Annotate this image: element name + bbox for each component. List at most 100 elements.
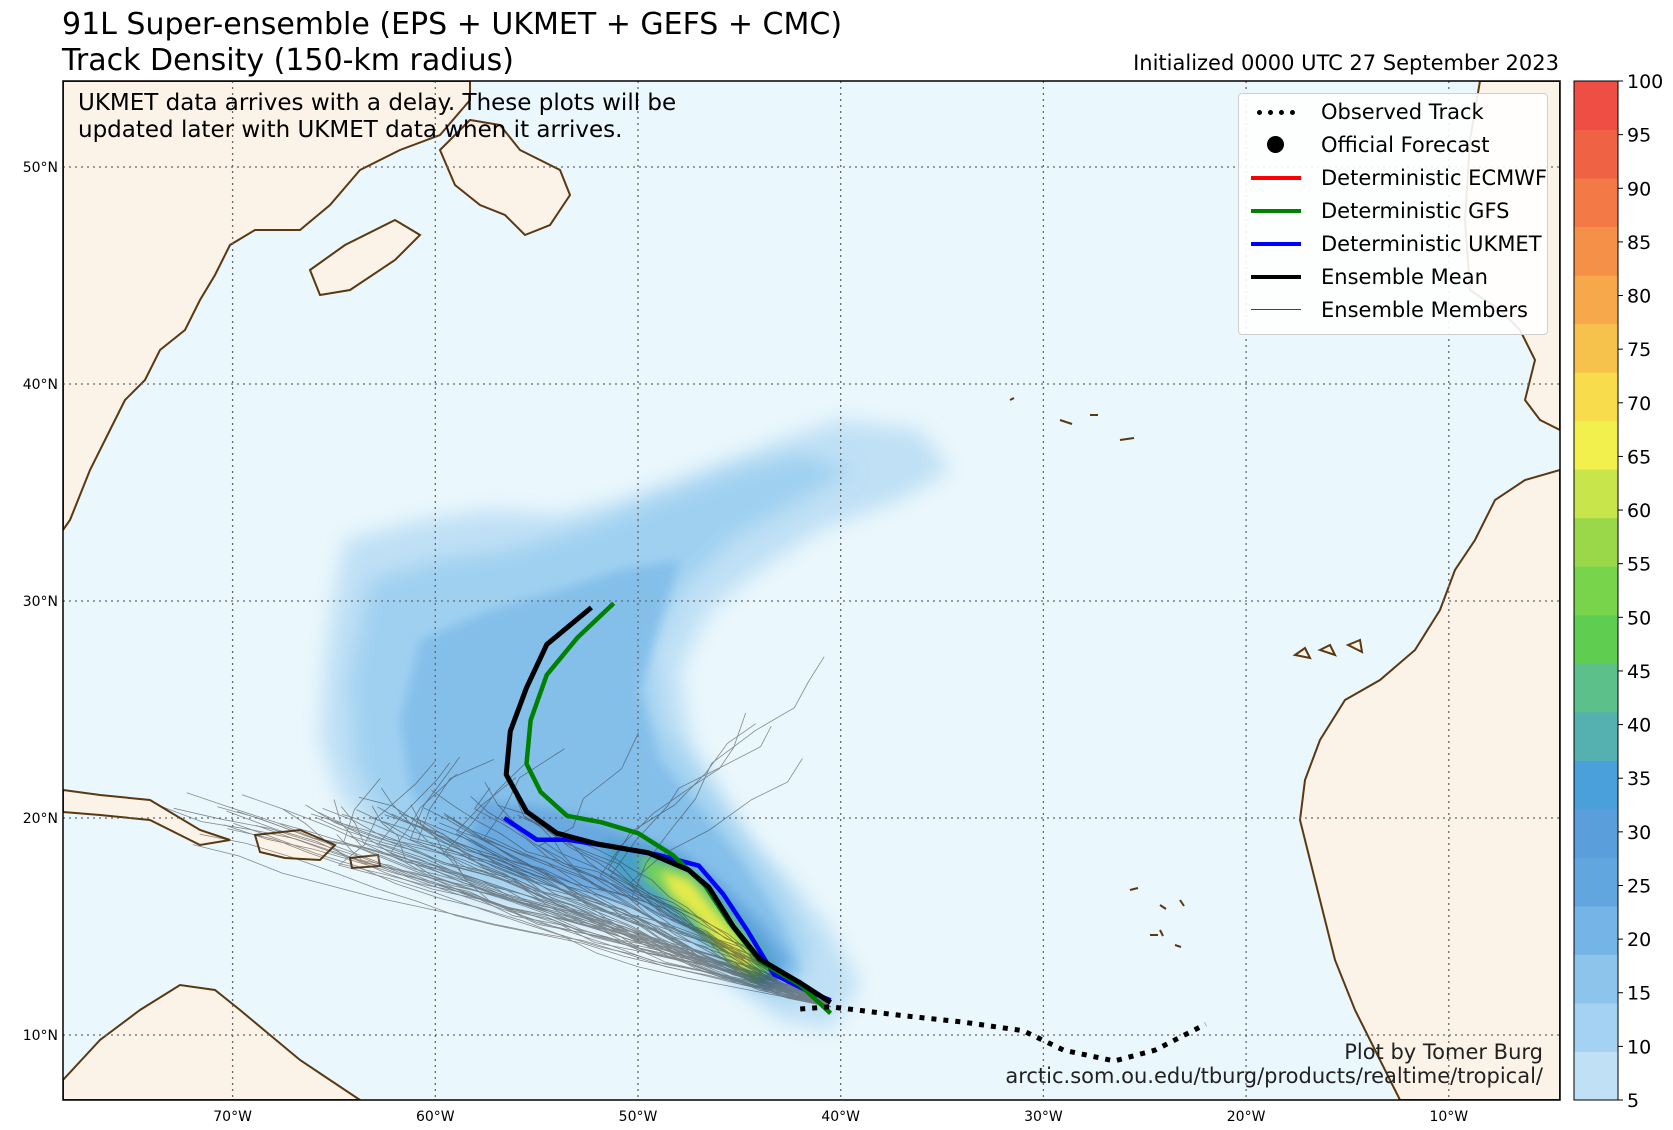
legend-official-forecast: Official Forecast <box>1247 131 1489 159</box>
lon-label: 50°W <box>619 1109 658 1125</box>
ensemble-member-track <box>371 817 831 1008</box>
colorbar-segment <box>1574 129 1618 179</box>
land-nova-scotia <box>308 218 422 297</box>
colorbar-segment <box>1574 275 1618 325</box>
ensemble-member-track <box>343 778 831 1008</box>
colorbar-segment <box>1574 711 1618 761</box>
ensemble-member-track <box>217 806 831 1008</box>
colorbar-segment <box>1574 372 1618 422</box>
title-line-1: 91L Super-ensemble (EPS + UKMET + GEFS +… <box>62 7 843 42</box>
colorbar-segment <box>1574 905 1618 955</box>
ensemble-member-track <box>371 805 831 1008</box>
land-cape-verde <box>1129 887 1185 948</box>
ensemble-member-track <box>356 809 831 1008</box>
colorbar-label: 10 <box>1627 1036 1651 1058</box>
ensemble-member-track <box>439 822 831 1008</box>
colorbar-label: 65 <box>1627 446 1651 468</box>
ensemble-member-track <box>199 833 831 1008</box>
colorbar-label: 75 <box>1627 339 1651 361</box>
land-layer <box>63 81 1560 1100</box>
colorbar-label: 80 <box>1627 286 1651 308</box>
legend-symbol-black-line <box>1247 263 1303 291</box>
lat-label: 40°N <box>23 377 58 393</box>
colorbar-segment <box>1574 1051 1618 1101</box>
ensemble-member-track <box>423 807 831 1008</box>
ensemble-member-track <box>358 796 831 1008</box>
legend-symbol-blue-line <box>1247 230 1303 258</box>
lon-label: 20°W <box>1227 1109 1266 1125</box>
legend: Observed Track Official Forecast Determi… <box>1238 93 1548 335</box>
lon-label: 60°W <box>416 1109 455 1125</box>
land-south-america <box>63 983 362 1100</box>
legend-symbol-green-line <box>1247 197 1303 225</box>
density-level-60 <box>660 870 755 970</box>
ensemble-member-track <box>186 792 831 1008</box>
colorbar-label: 40 <box>1627 715 1651 737</box>
track-ensemble-mean <box>503 605 832 1005</box>
notice-line-2: updated later with UKMET data when it ar… <box>78 117 623 143</box>
ensemble-member-track <box>380 787 831 1008</box>
colorbar-segment <box>1574 323 1618 373</box>
colorbar-label: 20 <box>1627 929 1651 951</box>
colorbar-label: 95 <box>1627 125 1651 147</box>
colorbar-label: 90 <box>1627 178 1651 200</box>
legend-deterministic-ukmet: Deterministic UKMET <box>1247 230 1542 258</box>
longitude-labels: 70°W 60°W 50°W 40°W 30°W 20°W 10°W <box>213 1109 1468 1125</box>
colorbar-label: 35 <box>1627 768 1651 790</box>
colorbar-segment <box>1574 178 1618 228</box>
lat-label: 30°N <box>23 594 58 610</box>
colorbar-segment <box>1574 663 1618 713</box>
colorbar-label: 30 <box>1627 822 1651 844</box>
ensemble-member-track <box>338 761 831 1008</box>
lon-label: 70°W <box>213 1109 252 1125</box>
ukmet-notice: UKMET data arrives with a delay. These p… <box>78 90 676 144</box>
lon-label: 40°W <box>821 1109 860 1125</box>
colorbar-segment <box>1574 517 1618 567</box>
legend-ensemble-members: Ensemble Members <box>1247 296 1528 324</box>
colorbar-label: 60 <box>1627 500 1651 522</box>
colorbar-segment <box>1574 566 1618 616</box>
track-observed <box>800 1004 1207 1064</box>
title-line-2: Track Density (150-km radius) <box>62 43 514 78</box>
legend-deterministic-gfs: Deterministic GFS <box>1247 197 1510 225</box>
ensemble-member-track <box>340 806 831 1008</box>
ensemble-member-track <box>236 810 831 1008</box>
colorbar-segment <box>1574 760 1618 810</box>
ensemble-member-track <box>456 777 831 1008</box>
legend-symbol-red-line <box>1247 164 1303 192</box>
colorbar-label: 45 <box>1627 661 1651 683</box>
legend-symbol-dot <box>1247 131 1303 159</box>
colorbar-label: 50 <box>1627 607 1651 629</box>
latitude-labels: 50°N 40°N 30°N 20°N 10°N <box>23 160 58 1044</box>
ensemble-member-track <box>173 807 831 1008</box>
land-cuba <box>63 788 231 847</box>
ensemble-member-track <box>226 810 831 1008</box>
colorbar-frame <box>1573 80 1619 1101</box>
colorbar-label: 85 <box>1627 232 1651 254</box>
legend-deterministic-ecmwf: Deterministic ECMWF <box>1247 164 1547 192</box>
colorbar-label: 55 <box>1627 554 1651 576</box>
lat-label: 10°N <box>23 1028 58 1044</box>
legend-ensemble-mean: Ensemble Mean <box>1247 263 1488 291</box>
colorbar-segment <box>1574 857 1618 907</box>
notice-line-1: UKMET data arrives with a delay. These p… <box>78 90 677 116</box>
colorbar-segment <box>1574 81 1618 131</box>
map-frame <box>62 80 1561 1101</box>
land-africa <box>1298 468 1560 1100</box>
lat-label: 50°N <box>23 160 58 176</box>
colorbar-segment <box>1574 614 1618 664</box>
legend-symbol-thin-line <box>1247 296 1303 324</box>
colorbar-label: 15 <box>1627 983 1651 1005</box>
legend-symbol-dotted <box>1247 98 1303 126</box>
lon-label: 10°W <box>1429 1109 1468 1125</box>
colorbar-label: 70 <box>1627 393 1651 415</box>
land-newfoundland <box>438 118 572 237</box>
colorbar-label: 5 <box>1627 1090 1639 1112</box>
lon-label: 30°W <box>1024 1109 1063 1125</box>
colorbar-label: 100 <box>1627 71 1663 93</box>
colorbar-label: 25 <box>1627 875 1651 897</box>
land-azores <box>1009 397 1135 441</box>
lat-label: 20°N <box>23 811 58 827</box>
land-canary-islands <box>1292 638 1364 660</box>
ensemble-member-track <box>483 748 831 1008</box>
